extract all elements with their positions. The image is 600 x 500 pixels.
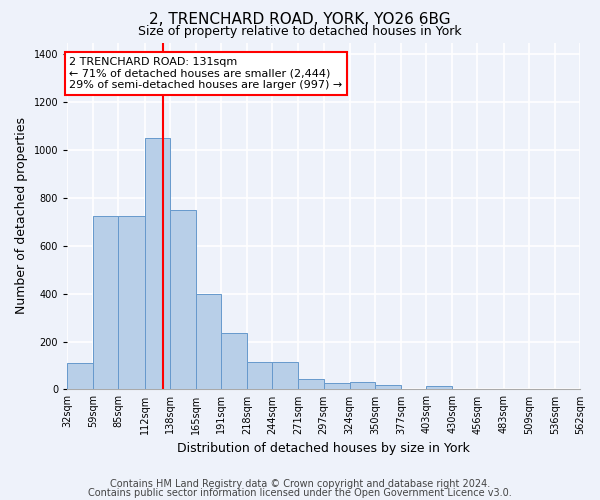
Bar bbox=[221, 333, 247, 390]
Bar bbox=[67, 363, 94, 390]
Text: Size of property relative to detached houses in York: Size of property relative to detached ho… bbox=[138, 25, 462, 38]
Text: 2 TRENCHARD ROAD: 131sqm
← 71% of detached houses are smaller (2,444)
29% of sem: 2 TRENCHARD ROAD: 131sqm ← 71% of detach… bbox=[69, 57, 343, 90]
Y-axis label: Number of detached properties: Number of detached properties bbox=[15, 118, 28, 314]
Bar bbox=[298, 378, 323, 390]
Bar bbox=[426, 386, 452, 390]
Bar bbox=[375, 384, 401, 390]
Bar bbox=[196, 294, 221, 390]
Bar bbox=[247, 362, 272, 390]
X-axis label: Distribution of detached houses by size in York: Distribution of detached houses by size … bbox=[177, 442, 470, 455]
Bar bbox=[94, 216, 118, 390]
Text: 2, TRENCHARD ROAD, YORK, YO26 6BG: 2, TRENCHARD ROAD, YORK, YO26 6BG bbox=[149, 12, 451, 28]
Text: Contains public sector information licensed under the Open Government Licence v3: Contains public sector information licen… bbox=[88, 488, 512, 498]
Bar bbox=[323, 384, 350, 390]
Bar bbox=[350, 382, 375, 390]
Bar bbox=[170, 210, 196, 390]
Bar bbox=[272, 362, 298, 390]
Text: Contains HM Land Registry data © Crown copyright and database right 2024.: Contains HM Land Registry data © Crown c… bbox=[110, 479, 490, 489]
Bar bbox=[118, 216, 145, 390]
Bar bbox=[145, 138, 170, 390]
